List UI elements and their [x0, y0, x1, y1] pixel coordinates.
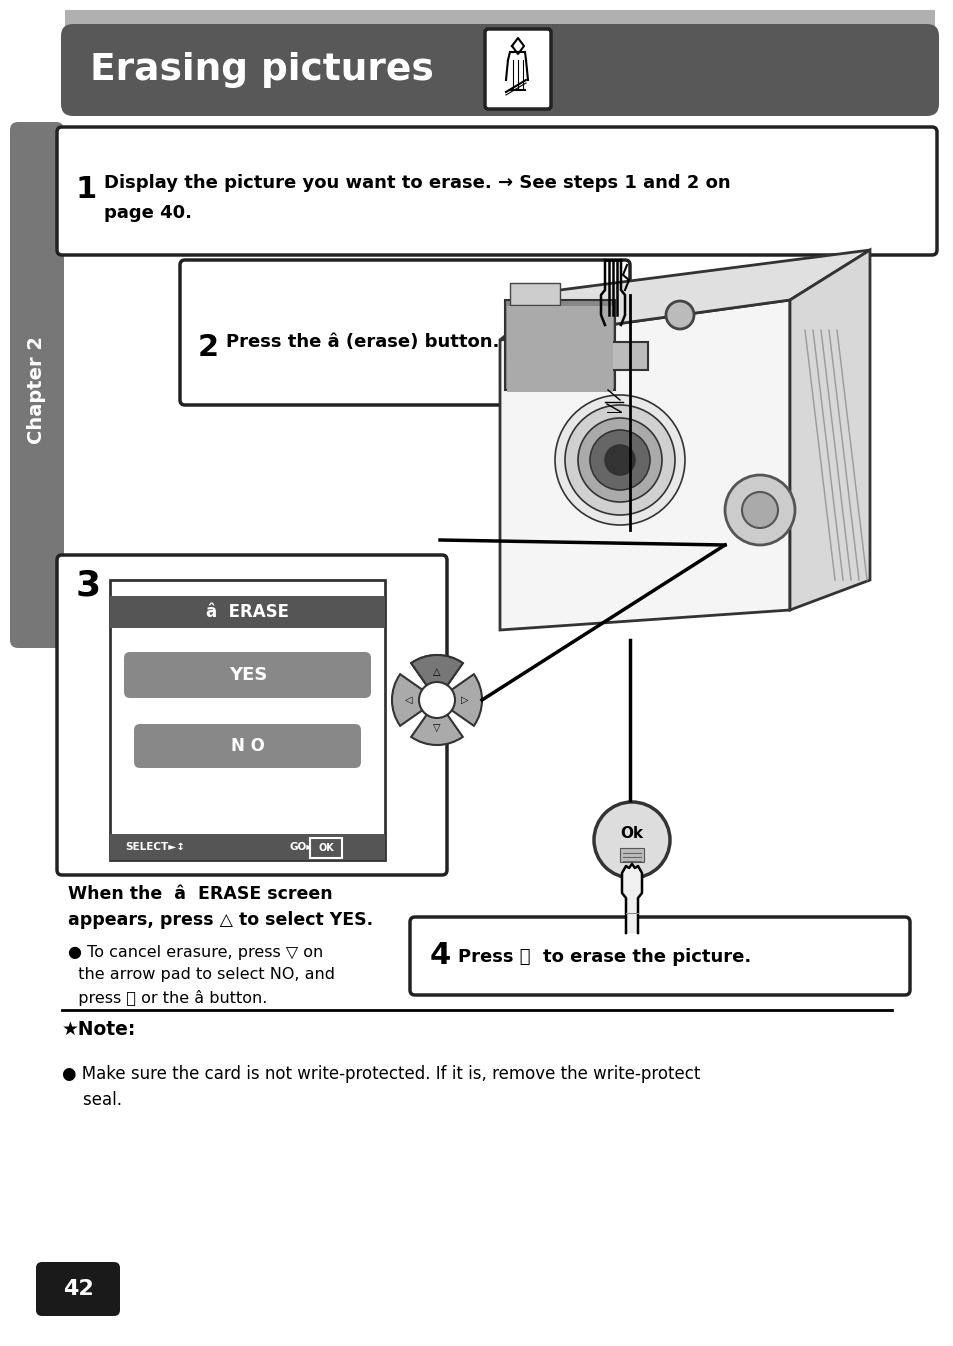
Text: ◁: ◁: [405, 695, 413, 705]
FancyBboxPatch shape: [61, 24, 938, 116]
Polygon shape: [499, 250, 869, 341]
Text: Press Ⓢ  to erase the picture.: Press Ⓢ to erase the picture.: [457, 948, 750, 966]
Text: 1: 1: [76, 175, 97, 205]
FancyBboxPatch shape: [10, 122, 64, 647]
Text: page 40.: page 40.: [104, 205, 192, 222]
Circle shape: [594, 802, 669, 878]
Text: 4: 4: [430, 941, 451, 970]
Bar: [504, 300, 615, 390]
Text: 3: 3: [76, 568, 101, 602]
FancyBboxPatch shape: [410, 917, 909, 995]
FancyBboxPatch shape: [310, 839, 341, 857]
Circle shape: [555, 394, 684, 525]
Bar: [506, 306, 613, 392]
Bar: [110, 835, 385, 860]
Wedge shape: [411, 700, 462, 744]
FancyBboxPatch shape: [36, 1263, 120, 1316]
Text: △: △: [433, 668, 440, 677]
Wedge shape: [436, 674, 481, 725]
Polygon shape: [621, 864, 641, 933]
FancyBboxPatch shape: [133, 724, 360, 769]
Text: When the  â  ERASE screen
appears, press △ to select YES.: When the â ERASE screen appears, press △…: [68, 886, 373, 929]
Circle shape: [604, 446, 635, 475]
Polygon shape: [499, 300, 789, 630]
Wedge shape: [392, 674, 436, 725]
FancyBboxPatch shape: [484, 30, 551, 109]
Wedge shape: [411, 656, 462, 700]
FancyBboxPatch shape: [110, 580, 385, 860]
FancyBboxPatch shape: [124, 651, 371, 699]
Text: Press the â (erase) button.: Press the â (erase) button.: [226, 332, 498, 351]
Bar: [110, 596, 385, 629]
Text: N O: N O: [231, 738, 265, 755]
Wedge shape: [411, 656, 462, 700]
Text: Ok: Ok: [619, 826, 643, 841]
Text: GO►: GO►: [290, 843, 314, 852]
Text: ▷: ▷: [460, 695, 468, 705]
Text: Erasing pictures: Erasing pictures: [90, 52, 434, 87]
Text: SELECT►↕: SELECT►↕: [125, 843, 185, 852]
Text: ● Make sure the card is not write-protected. If it is, remove the write-protect
: ● Make sure the card is not write-protec…: [62, 1065, 700, 1109]
FancyBboxPatch shape: [57, 127, 936, 254]
Text: ★Note:: ★Note:: [62, 1020, 136, 1039]
Text: ● To cancel erasure, press ▽ on
  the arrow pad to select NO, and
  press Ⓢ or t: ● To cancel erasure, press ▽ on the arro…: [68, 945, 335, 1005]
Bar: [510, 283, 559, 306]
Circle shape: [741, 493, 778, 528]
Bar: [507, 310, 582, 355]
FancyBboxPatch shape: [180, 260, 629, 405]
Text: â  ERASE: â ERASE: [206, 603, 289, 621]
Text: Display the picture you want to erase. → See steps 1 and 2 on: Display the picture you want to erase. →…: [104, 174, 730, 192]
Bar: [578, 342, 647, 370]
Polygon shape: [789, 250, 869, 610]
Circle shape: [578, 419, 661, 502]
Text: 42: 42: [63, 1279, 93, 1299]
Text: OK: OK: [317, 843, 334, 853]
Circle shape: [665, 302, 693, 328]
Bar: [619, 848, 643, 861]
Text: Chapter 2: Chapter 2: [28, 336, 47, 444]
Circle shape: [564, 405, 675, 516]
Text: 2: 2: [198, 334, 219, 362]
FancyBboxPatch shape: [57, 555, 447, 875]
Circle shape: [724, 475, 794, 545]
Text: YES: YES: [229, 666, 267, 684]
Text: ▽: ▽: [433, 723, 440, 734]
Circle shape: [418, 682, 455, 717]
Circle shape: [589, 429, 649, 490]
Bar: [65, 9, 934, 28]
